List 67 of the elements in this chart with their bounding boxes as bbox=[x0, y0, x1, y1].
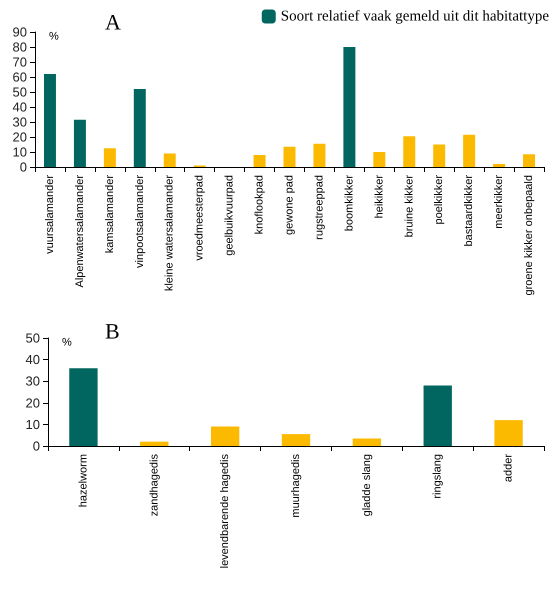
bar bbox=[373, 152, 386, 167]
bar bbox=[282, 434, 310, 446]
x-tick-label: geelbuikvuurpad bbox=[224, 175, 236, 256]
y-tick-label: 20 bbox=[12, 130, 27, 144]
y-tick-label: 50 bbox=[12, 84, 27, 100]
x-tick-label: rugstreeppad bbox=[313, 175, 326, 240]
x-tick-label: groene kikker onbepaald bbox=[523, 175, 536, 296]
y-tick-label: 10 bbox=[26, 416, 40, 432]
x-tick-label: zandhagedis bbox=[148, 454, 160, 516]
legend-label: Soort relatief vaak gemeld uit dit habitattype bbox=[280, 8, 550, 24]
x-tick-label: hazelworm bbox=[77, 454, 90, 508]
x-tick-label: levendbarende hagedis bbox=[219, 454, 232, 568]
x-tick-label: poelkikker bbox=[433, 174, 446, 225]
y-tick-label: 90 bbox=[12, 24, 27, 40]
y-axis-title: % bbox=[62, 336, 72, 348]
x-tick-label: kamsalamander bbox=[104, 174, 116, 254]
y-tick-label: 20 bbox=[26, 395, 40, 410]
bar bbox=[403, 136, 416, 167]
bar bbox=[210, 426, 240, 446]
bar bbox=[433, 144, 446, 167]
bar bbox=[254, 155, 266, 167]
y-tick-label: 70 bbox=[12, 54, 27, 70]
bar bbox=[463, 134, 476, 167]
x-tick-label: heikikker bbox=[373, 174, 386, 218]
x-tick-label: meerkikker bbox=[493, 174, 506, 229]
x-tick-label: muurhagedis bbox=[290, 454, 302, 518]
x-tick-label: vroedmeesterpad bbox=[194, 175, 206, 261]
x-tick-label: bruine kikker bbox=[403, 174, 416, 238]
bar bbox=[104, 148, 116, 167]
bar bbox=[352, 438, 382, 446]
y-tick-label: 0 bbox=[32, 438, 40, 454]
x-tick-label: vuursalamander bbox=[44, 174, 56, 254]
x-tick-label: adder bbox=[502, 454, 515, 482]
y-tick-label: 80 bbox=[12, 40, 27, 54]
x-tick-label: gewone pad bbox=[284, 175, 296, 235]
chart-title: A bbox=[105, 10, 121, 34]
bar bbox=[494, 420, 523, 446]
y-tick-label: 60 bbox=[12, 70, 27, 84]
chart-title: B bbox=[105, 318, 120, 344]
bar bbox=[140, 442, 168, 446]
y-tick-label: 30 bbox=[26, 374, 40, 389]
bar bbox=[523, 154, 536, 167]
bar bbox=[69, 368, 98, 446]
x-tick-label: knoflookpad bbox=[254, 175, 266, 234]
x-tick-label: vinpootsalamander bbox=[134, 174, 146, 268]
y-tick-label: 40 bbox=[12, 100, 27, 114]
bar bbox=[44, 74, 56, 167]
bar bbox=[284, 146, 296, 167]
y-tick-label: 10 bbox=[12, 144, 27, 160]
x-tick-label: kleine watersalamander bbox=[164, 174, 176, 292]
x-tick-label: boomkikker bbox=[343, 174, 356, 232]
x-tick-label: bastaardkikker bbox=[463, 174, 476, 247]
y-tick-label: 0 bbox=[20, 160, 27, 174]
bar bbox=[343, 47, 356, 167]
y-tick-label: 40 bbox=[26, 352, 40, 368]
x-tick-label: ringslang bbox=[432, 454, 444, 499]
bar bbox=[164, 154, 176, 167]
x-tick-label: gladde slang bbox=[360, 454, 373, 516]
x-tick-label: Alpenwatersalamander bbox=[74, 174, 86, 288]
bar bbox=[134, 89, 146, 167]
y-tick-label: 50 bbox=[26, 330, 40, 346]
bar bbox=[74, 120, 86, 167]
bar bbox=[493, 164, 506, 167]
y-tick-label: 30 bbox=[12, 114, 27, 130]
y-axis-title: % bbox=[49, 30, 59, 42]
bar bbox=[313, 144, 326, 167]
bar bbox=[424, 386, 452, 446]
